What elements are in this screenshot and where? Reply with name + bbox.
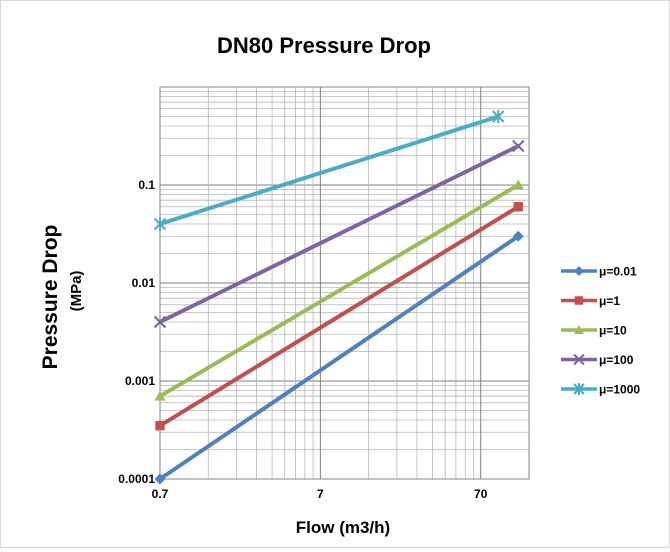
data-point: [513, 202, 523, 212]
legend-marker: [573, 383, 585, 395]
series-line: [158, 234, 521, 481]
legend: μ=0.01 μ=1 μ=10 μ=100 μ=1000: [561, 265, 640, 397]
y-tick-label: 0.0001: [118, 472, 155, 486]
legend-item: μ=10: [561, 324, 627, 338]
x-tick-labels: 0.7 7 70: [152, 487, 488, 501]
legend-marker: [573, 353, 585, 366]
data-point: [512, 179, 524, 190]
legend-label: μ=10: [599, 324, 627, 338]
y-axis-unit: (MPa): [68, 271, 85, 312]
data-point: [512, 139, 525, 153]
series-line: [158, 144, 521, 324]
data-point: [155, 421, 165, 431]
legend-marker: [574, 325, 584, 334]
data-point: [512, 230, 524, 242]
y-tick-label: 0.001: [125, 374, 155, 388]
y-axis-label: Pressure Drop: [39, 225, 62, 370]
series-line: [158, 204, 521, 428]
series-μ=100: [153, 139, 525, 329]
legend-item: μ=100: [561, 353, 634, 367]
y-tick-label: 0.01: [132, 276, 156, 290]
data-point: [153, 315, 167, 329]
legend-item: μ=1: [561, 294, 620, 308]
data-point: [154, 473, 166, 485]
legend-label: μ=0.01: [599, 265, 637, 279]
legend-label: μ=1000: [599, 383, 640, 397]
legend-marker: [574, 266, 584, 276]
series-layer: [153, 109, 525, 485]
legend-label: μ=100: [599, 353, 634, 367]
legend-marker: [574, 296, 584, 305]
series-μ=0.01: [154, 230, 524, 485]
series-μ=10: [154, 179, 524, 401]
legend-item: μ=0.01: [561, 265, 637, 279]
x-tick-label: 0.7: [152, 487, 169, 501]
plot-area-border: [159, 86, 530, 480]
legend-item: μ=1000: [561, 383, 640, 397]
x-axis-label: Flow (m3/h): [296, 518, 390, 537]
data-point: [492, 109, 505, 124]
x-tick-label: 70: [474, 487, 488, 501]
series-μ=1: [155, 202, 523, 431]
data-point: [153, 217, 167, 231]
series-μ=1000: [153, 109, 505, 231]
grid: [159, 87, 530, 480]
data-point: [154, 390, 166, 401]
series-line: [158, 114, 501, 226]
x-tick-label: 7: [317, 487, 324, 501]
series-line: [158, 183, 521, 399]
y-tick-label: 0.1: [138, 178, 155, 192]
legend-label: μ=1: [599, 294, 620, 308]
y-tick-labels: 0.0001 0.001 0.01 0.1: [118, 178, 155, 486]
chart-title: DN80 Pressure Drop: [217, 33, 431, 58]
